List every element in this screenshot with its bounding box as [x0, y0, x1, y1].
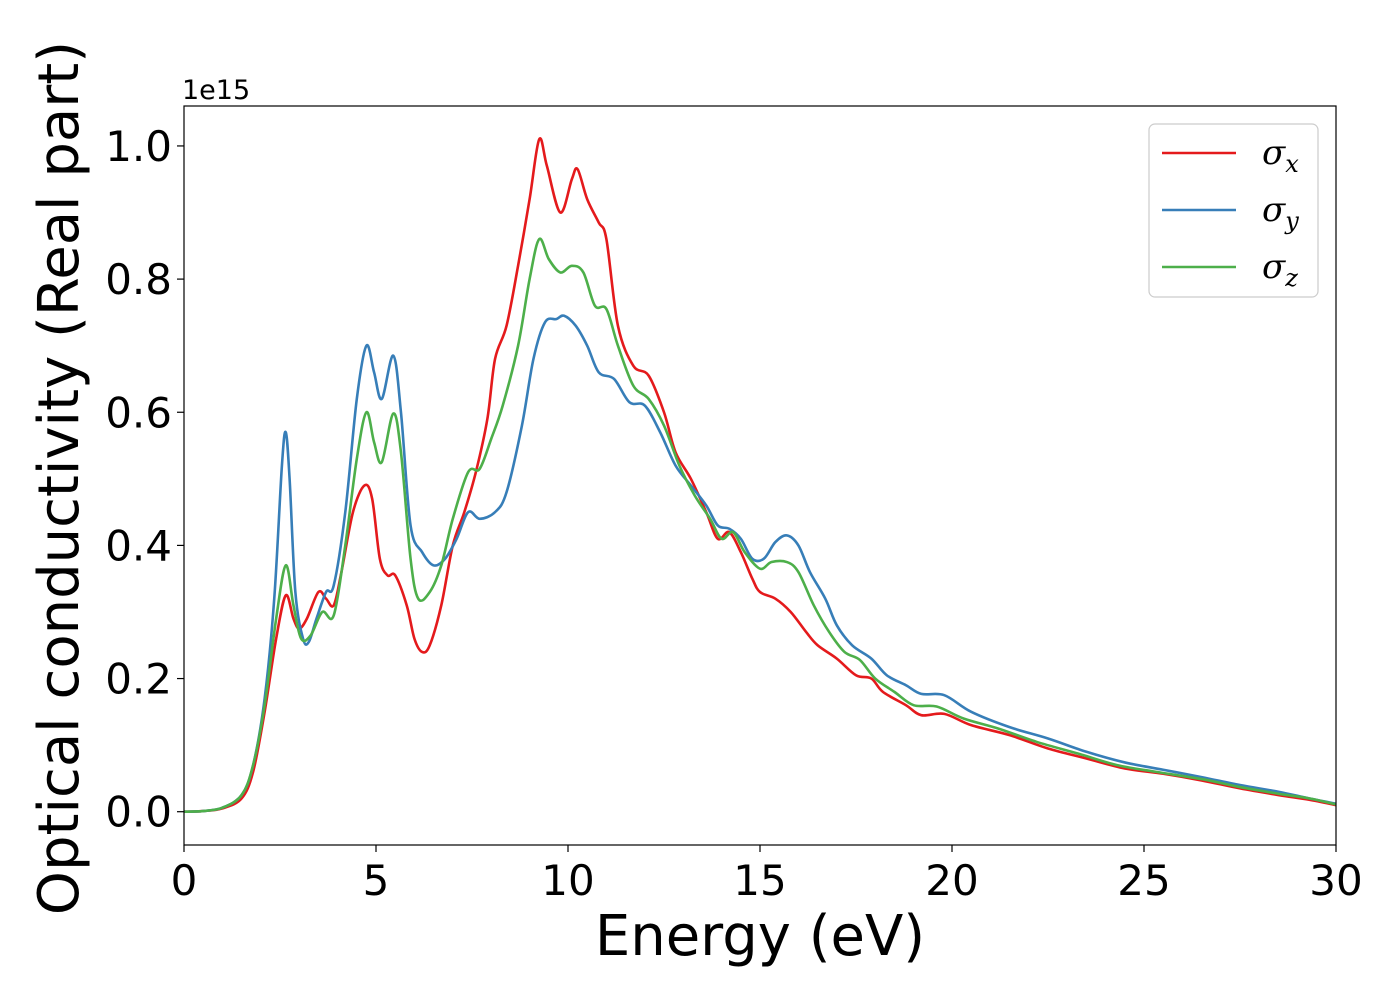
y-axis: 0.0 0.2 0.4 0.6 0.8 1.0	[105, 122, 184, 837]
y-axis-title: Optical conductivity (Real part)	[27, 41, 92, 915]
y-tick-label: 0.4	[105, 521, 172, 570]
legend-label-y: σy	[1262, 190, 1299, 235]
legend: σx σy σz	[1148, 123, 1319, 298]
plot-area	[184, 137, 1336, 814]
x-tick-label: 5	[363, 856, 390, 905]
y-tick-label: 1.0	[105, 122, 172, 171]
y-tick-label: 0.8	[105, 255, 172, 304]
y-tick-label: 0.2	[105, 655, 172, 704]
x-tick-label: 15	[733, 856, 786, 905]
series-line-z	[184, 237, 1336, 814]
series-line-y	[184, 314, 1336, 814]
x-axis-title: Energy (eV)	[595, 904, 925, 969]
x-tick-label: 10	[541, 856, 594, 905]
y-offset-label: 1e15	[182, 75, 250, 106]
x-axis: 0 5 10 15 20 25 30	[171, 845, 1363, 905]
legend-label-z: σz	[1262, 247, 1298, 292]
y-tick-label: 0.6	[105, 388, 172, 437]
x-tick-label: 20	[925, 856, 978, 905]
y-tick-label: 0.0	[105, 788, 172, 837]
x-tick-label: 25	[1117, 856, 1170, 905]
x-tick-label: 0	[171, 856, 198, 905]
x-tick-label: 30	[1309, 856, 1362, 905]
legend-label-x: σx	[1262, 133, 1299, 178]
series-line-x	[184, 137, 1336, 814]
